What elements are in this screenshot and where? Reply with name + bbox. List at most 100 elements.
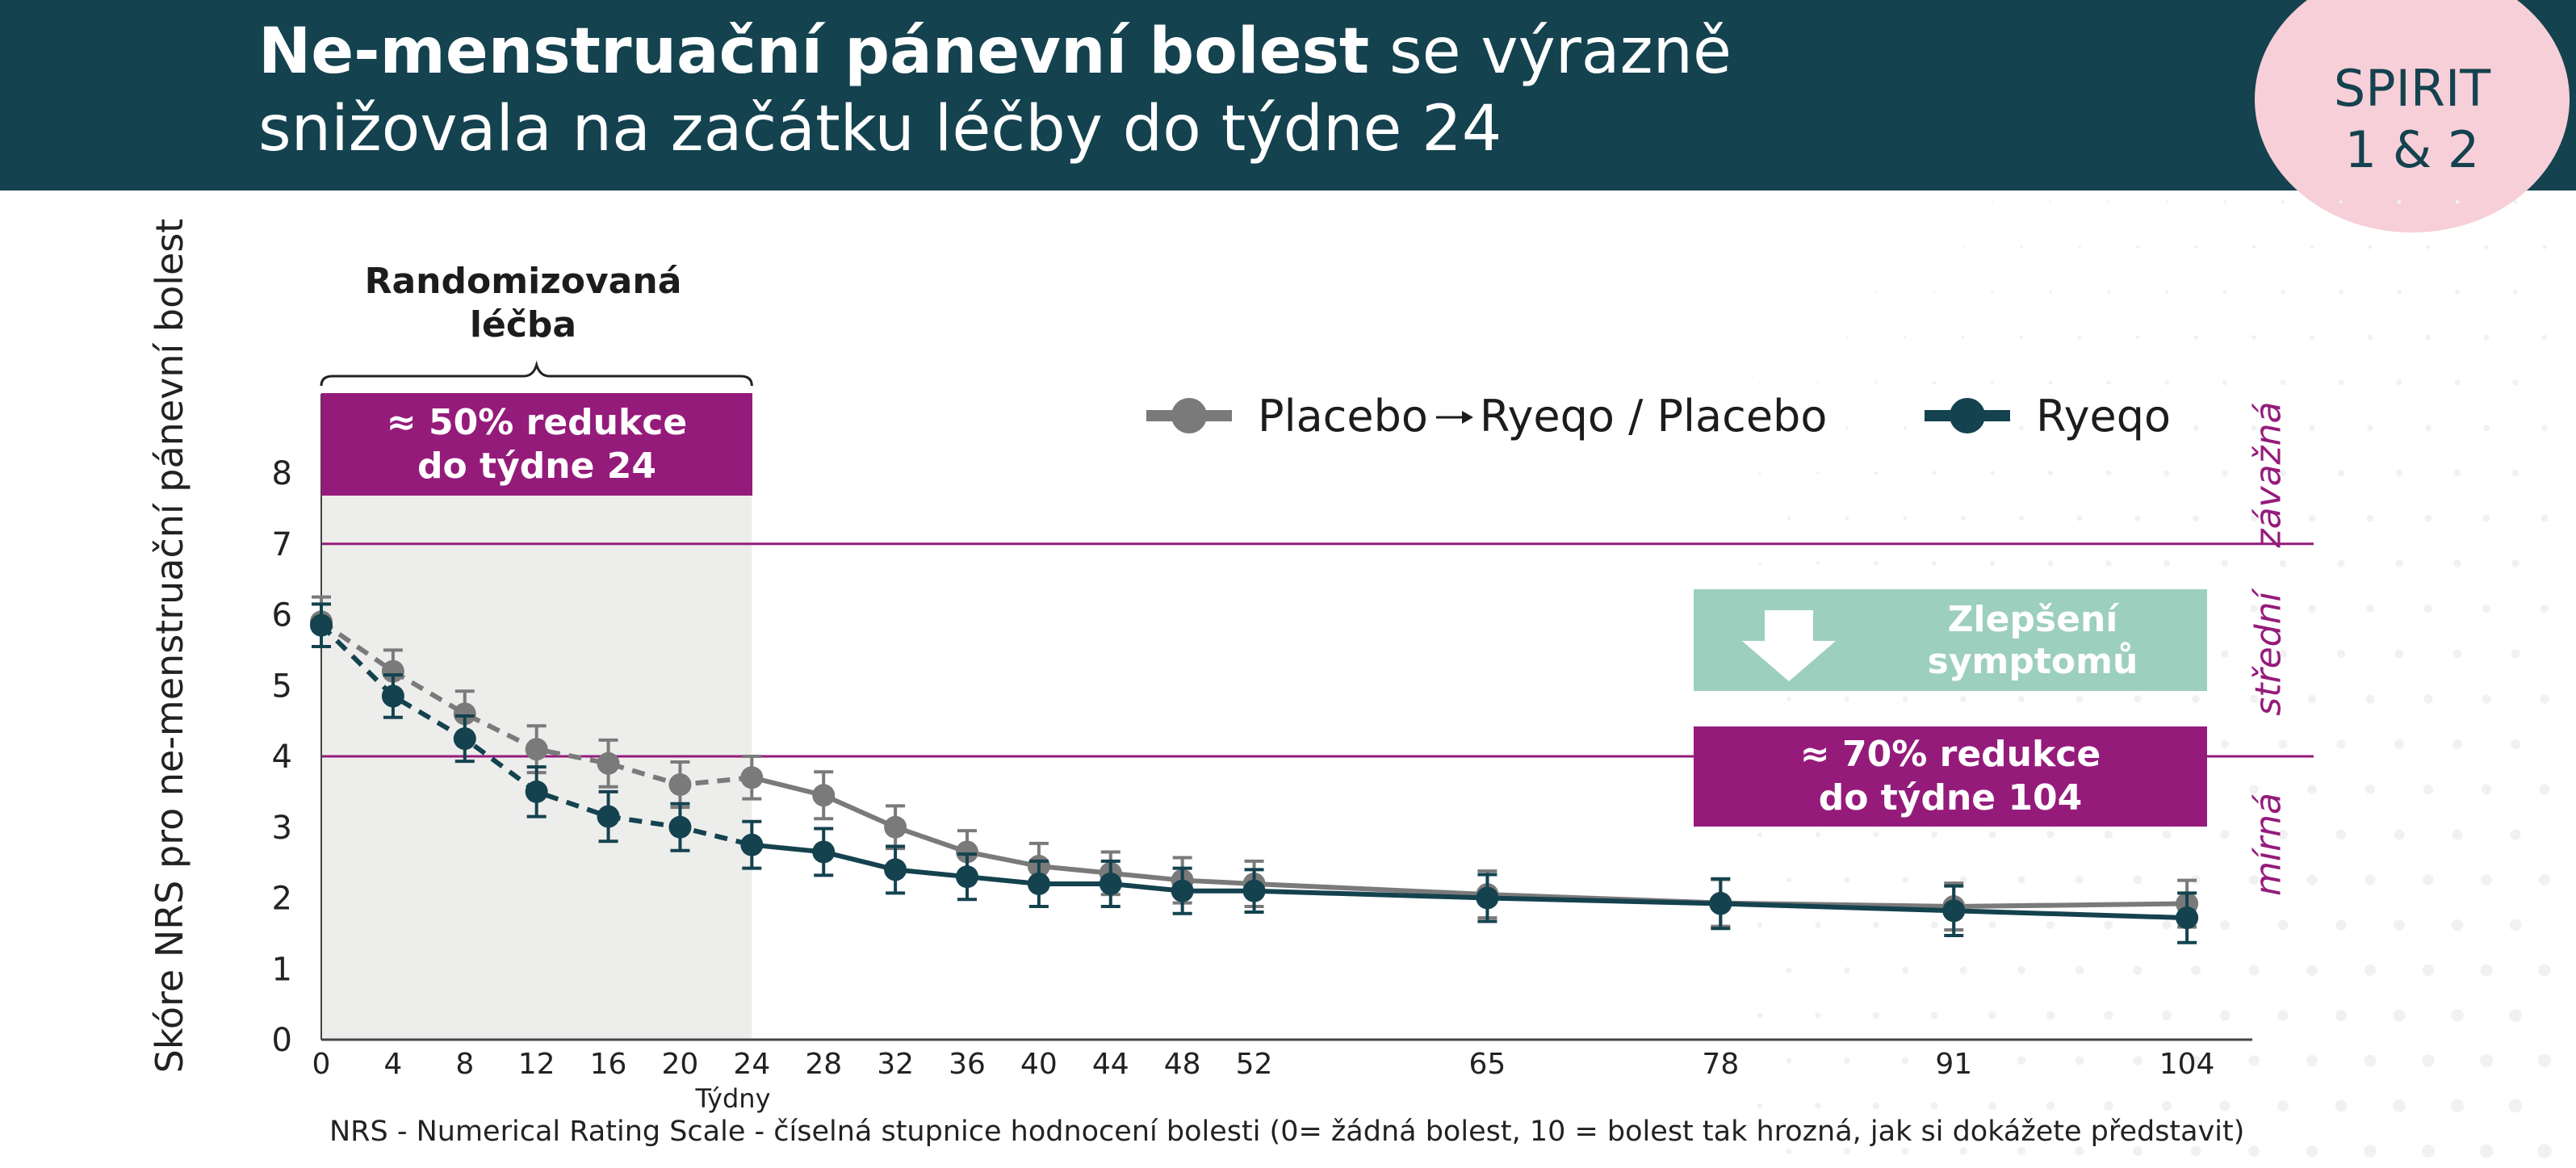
page-title: Ne-menstruační pánevní bolest se výrazně… xyxy=(258,13,2196,168)
background-dot xyxy=(2105,470,2112,476)
background-dot xyxy=(2223,200,2226,203)
reduction-50-box: ≈ 50% redukce do týdne 24 xyxy=(321,393,752,496)
randomized-treatment-label: Randomizovaná léčba xyxy=(337,260,709,347)
background-dot xyxy=(1932,380,1937,385)
background-dot xyxy=(2046,1011,2055,1020)
x-tick-label: 91 xyxy=(1935,1048,1972,1081)
background-dot xyxy=(2161,1100,2172,1111)
background-dot xyxy=(1930,831,1938,839)
background-dot xyxy=(1989,560,1996,567)
background-dot xyxy=(2423,874,2434,885)
background-dot xyxy=(2019,335,2024,340)
background-dot xyxy=(2193,515,2199,521)
background-dot xyxy=(2394,919,2405,931)
background-dot xyxy=(2047,470,2054,476)
background-dot xyxy=(2017,966,2025,974)
legend-placebo-marker xyxy=(1146,398,1232,433)
background-dot xyxy=(2510,829,2521,840)
background-dot xyxy=(2248,965,2260,976)
background-dot xyxy=(1933,291,1936,294)
background-dot xyxy=(2537,1053,2552,1068)
data-point xyxy=(597,805,620,828)
data-point xyxy=(812,840,836,864)
background-dot xyxy=(2481,874,2492,885)
background-dot xyxy=(1988,921,1996,929)
background-dot xyxy=(2277,1010,2289,1021)
background-dot xyxy=(2133,875,2142,885)
background-dot xyxy=(2479,1144,2494,1158)
background-dot xyxy=(2163,470,2170,476)
background-dot xyxy=(2452,649,2462,659)
data-point xyxy=(381,659,404,683)
improvement-line-1: Zlepšení xyxy=(1947,599,2118,640)
background-dot xyxy=(2281,199,2285,204)
background-dot xyxy=(2453,469,2461,477)
nrs-footnote: NRS - Numerical Rating Scale - číselná s… xyxy=(329,1116,2245,1148)
background-dot xyxy=(2075,1056,2084,1065)
data-point xyxy=(668,773,692,797)
data-point xyxy=(668,815,692,839)
background-dot xyxy=(2134,695,2142,703)
background-dot xyxy=(2306,1054,2318,1067)
background-dot xyxy=(2250,605,2258,613)
data-point xyxy=(740,833,764,856)
background-dot xyxy=(2048,380,2053,385)
background-dot xyxy=(2424,514,2432,522)
background-dot xyxy=(1786,1057,1792,1064)
background-dot xyxy=(2278,739,2288,749)
y-axis-label: Skóre NRS pro ne-menstruační pánevní bol… xyxy=(148,218,191,1074)
background-dot xyxy=(2397,199,2402,204)
background-dot xyxy=(2049,291,2052,294)
background-dot xyxy=(2075,695,2084,703)
background-dot xyxy=(2221,650,2229,658)
background-dot xyxy=(2017,1056,2026,1065)
background-dot xyxy=(2075,875,2084,885)
background-dot xyxy=(1959,1147,1967,1155)
y-tick-label: 7 xyxy=(272,526,292,563)
data-point xyxy=(453,727,476,751)
data-point xyxy=(1709,892,1732,915)
background-dot xyxy=(2105,560,2112,567)
background-dot xyxy=(1844,967,1850,973)
x-tick-label: 32 xyxy=(877,1048,914,1081)
background-dot xyxy=(2480,964,2493,977)
background-dot xyxy=(1758,471,1761,475)
background-dot xyxy=(1815,1103,1821,1109)
background-dot xyxy=(2481,784,2492,795)
background-dot xyxy=(2540,694,2549,704)
background-dot xyxy=(2193,335,2198,340)
background-dot xyxy=(2394,739,2404,749)
background-dot xyxy=(2106,290,2111,295)
background-dot xyxy=(1844,877,1850,883)
background-dot xyxy=(2393,1099,2406,1112)
background-dot xyxy=(2339,290,2344,295)
background-dot xyxy=(2484,245,2489,249)
background-dot xyxy=(2308,514,2316,522)
background-dot xyxy=(2222,470,2228,476)
background-dot xyxy=(2397,290,2402,295)
data-point xyxy=(453,702,476,726)
arrow-down-icon xyxy=(1742,610,1836,681)
background-dot xyxy=(1873,831,1879,838)
background-dot xyxy=(2190,1145,2201,1157)
background-dot xyxy=(2422,1054,2435,1067)
background-dot xyxy=(2133,965,2142,975)
background-dot xyxy=(1787,426,1791,429)
data-point xyxy=(1099,872,1122,895)
data-point xyxy=(1476,886,1499,910)
background-dot xyxy=(1786,877,1792,883)
background-dot xyxy=(2541,334,2548,341)
background-dot xyxy=(2539,784,2550,795)
title-bold-part: Ne-menstruační pánevní bolest xyxy=(258,15,1370,88)
background-dot xyxy=(2508,1099,2523,1113)
background-dot xyxy=(2364,1145,2377,1158)
background-dot xyxy=(2134,425,2141,431)
background-dot xyxy=(1932,471,1937,475)
background-dot xyxy=(1757,561,1762,566)
background-dot xyxy=(2018,515,2025,521)
reduction-50-line-1: ≈ 50% redukce xyxy=(386,401,688,443)
background-dot xyxy=(1988,1011,1996,1019)
background-dot xyxy=(2337,559,2345,567)
background-dot xyxy=(1904,336,1907,339)
background-dot xyxy=(2279,650,2287,658)
